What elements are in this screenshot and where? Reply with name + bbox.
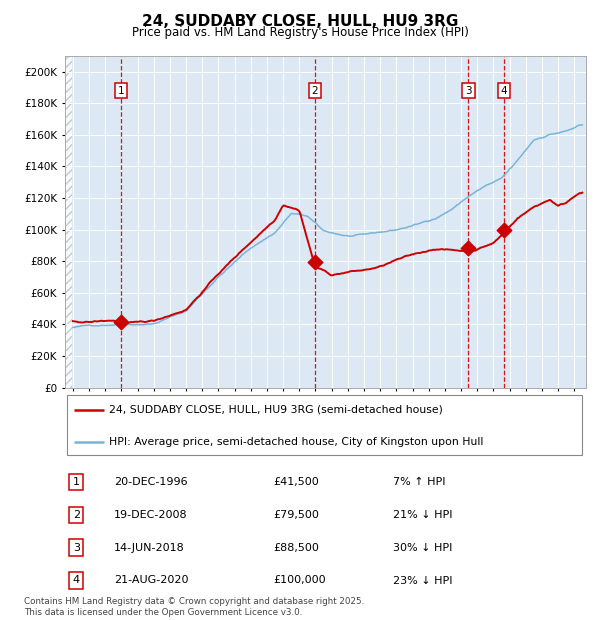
Text: 24, SUDDABY CLOSE, HULL, HU9 3RG: 24, SUDDABY CLOSE, HULL, HU9 3RG (142, 14, 458, 29)
Text: 24, SUDDABY CLOSE, HULL, HU9 3RG (semi-detached house): 24, SUDDABY CLOSE, HULL, HU9 3RG (semi-d… (109, 405, 443, 415)
Text: 1: 1 (118, 86, 124, 95)
Text: 30% ↓ HPI: 30% ↓ HPI (393, 542, 452, 552)
Point (310, 257, 320, 267)
Text: 3: 3 (73, 542, 80, 552)
Text: 3: 3 (465, 86, 472, 95)
Text: 7% ↑ HPI: 7% ↑ HPI (393, 477, 445, 487)
Text: 4: 4 (500, 86, 507, 95)
Text: 1: 1 (73, 477, 80, 487)
Text: 19-DEC-2008: 19-DEC-2008 (114, 510, 188, 520)
Point (464, 243, 473, 253)
Point (499, 224, 509, 234)
Text: 21% ↓ HPI: 21% ↓ HPI (393, 510, 452, 520)
Text: HPI: Average price, semi-detached house, City of Kingston upon Hull: HPI: Average price, semi-detached house,… (109, 437, 484, 447)
Text: 2: 2 (73, 510, 80, 520)
Text: 23% ↓ HPI: 23% ↓ HPI (393, 575, 452, 585)
Text: £79,500: £79,500 (273, 510, 319, 520)
Text: 2: 2 (311, 86, 319, 95)
Text: 14-JUN-2018: 14-JUN-2018 (114, 542, 185, 552)
Text: Contains HM Land Registry data © Crown copyright and database right 2025.
This d: Contains HM Land Registry data © Crown c… (24, 598, 364, 617)
Text: £41,500: £41,500 (273, 477, 319, 487)
Text: 21-AUG-2020: 21-AUG-2020 (114, 575, 189, 585)
Text: Price paid vs. HM Land Registry's House Price Index (HPI): Price paid vs. HM Land Registry's House … (131, 26, 469, 39)
Text: 20-DEC-1996: 20-DEC-1996 (114, 477, 188, 487)
Text: £88,500: £88,500 (273, 542, 319, 552)
Text: 4: 4 (73, 575, 80, 585)
Point (116, 317, 126, 327)
Text: £100,000: £100,000 (273, 575, 326, 585)
FancyBboxPatch shape (67, 395, 582, 456)
